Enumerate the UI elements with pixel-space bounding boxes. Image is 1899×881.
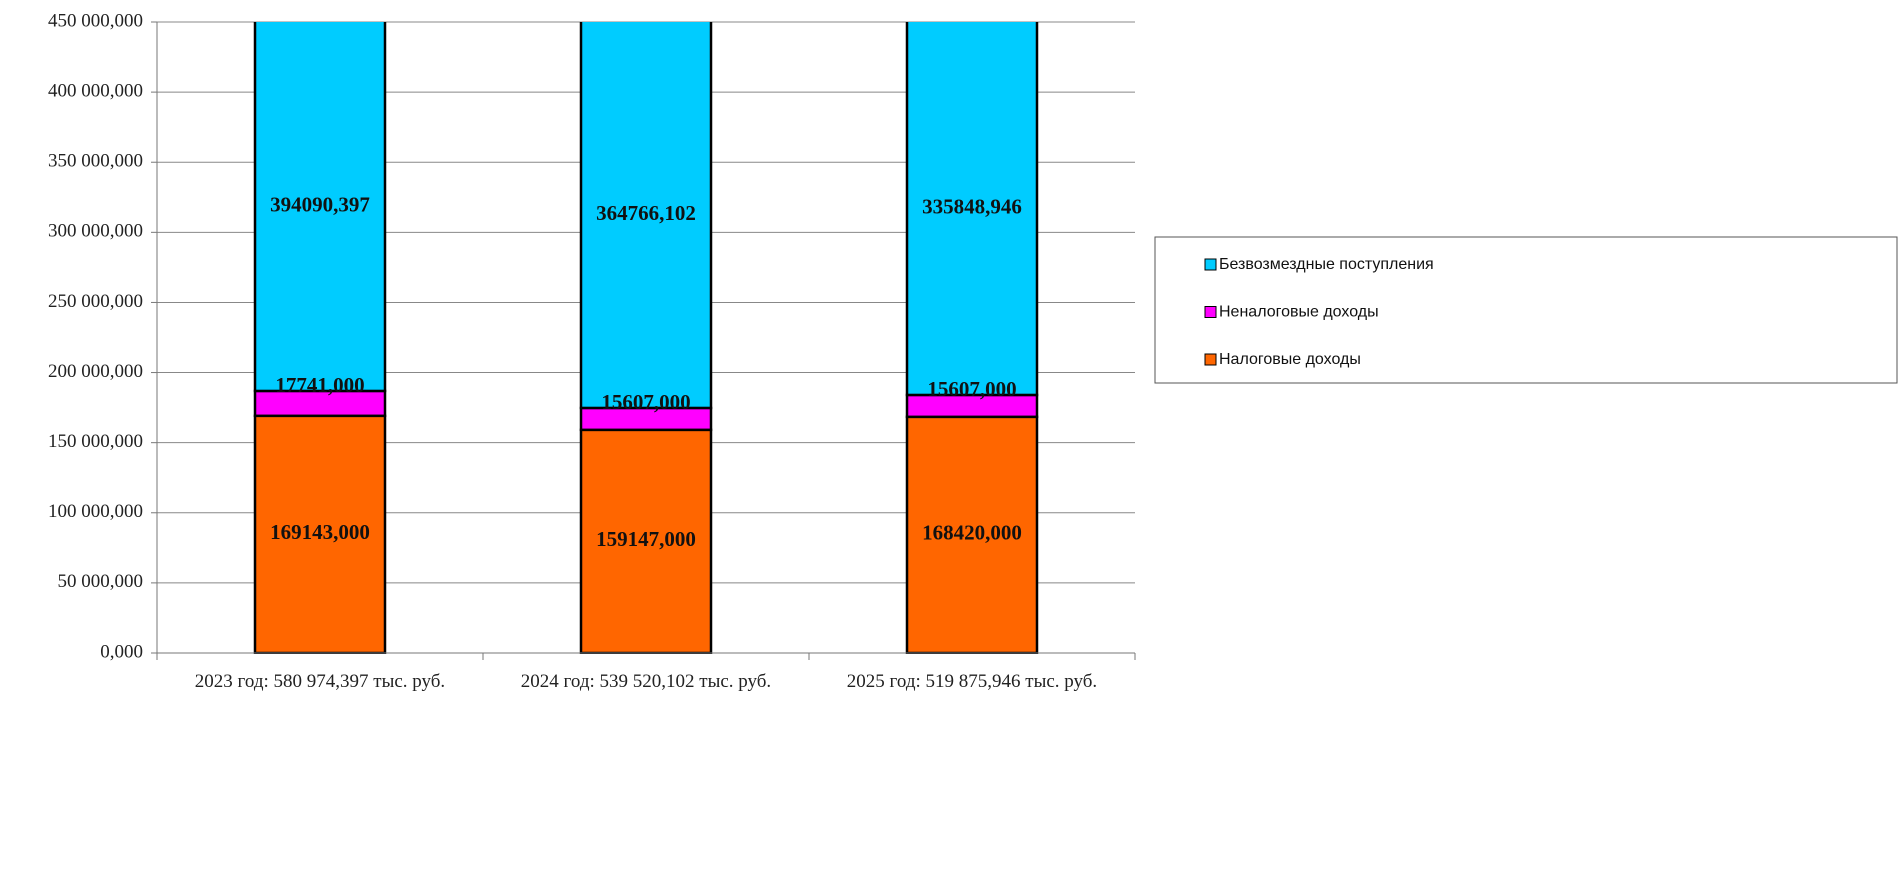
legend-label: Неналоговые доходы [1219,304,1379,321]
bar-segment [579,428,713,654]
x-tick-label: 2025 год: 519 875,946 тыс. руб. [846,671,1098,692]
data-label: 15607,000 [927,377,1016,401]
legend-swatch [1204,306,1217,318]
y-tick-label: 50 000,000 [58,571,144,592]
y-tick-label: 450 000,000 [48,10,143,31]
y-tick-label: 0,000 [100,641,143,662]
legend-swatch [1204,353,1217,366]
legend-swatch [1204,258,1217,271]
data-label: 17741,000 [275,373,364,397]
data-label: 335848,946 [922,194,1022,218]
legend-label: Безвозмездные поступления [1219,256,1434,273]
y-tick-label: 150 000,000 [48,431,143,452]
y-tick-label: 100 000,000 [48,501,143,522]
data-label: 364766,102 [596,201,696,225]
bar-segment [905,22,1039,397]
y-tick-label: 350 000,000 [48,151,143,172]
bar-segment [579,22,713,410]
data-label: 394090,397 [270,192,370,216]
x-tick-label: 2023 год: 580 974,397 тыс. руб. [194,671,446,692]
bar-segment [253,22,387,393]
x-tick-label: 2024 год: 539 520,102 тыс. руб. [520,671,772,692]
y-tick-label: 400 000,000 [48,80,143,101]
data-label: 168420,000 [922,521,1022,545]
legend-box [1154,236,1898,384]
data-label: 169143,000 [270,520,370,544]
data-label: 159147,000 [596,527,696,551]
y-tick-label: 250 000,000 [48,291,143,312]
y-tick-label: 200 000,000 [48,361,143,382]
y-tick-label: 300 000,000 [48,221,143,242]
legend-label: Налоговые доходы [1219,351,1361,368]
data-label: 15607,000 [601,390,690,414]
